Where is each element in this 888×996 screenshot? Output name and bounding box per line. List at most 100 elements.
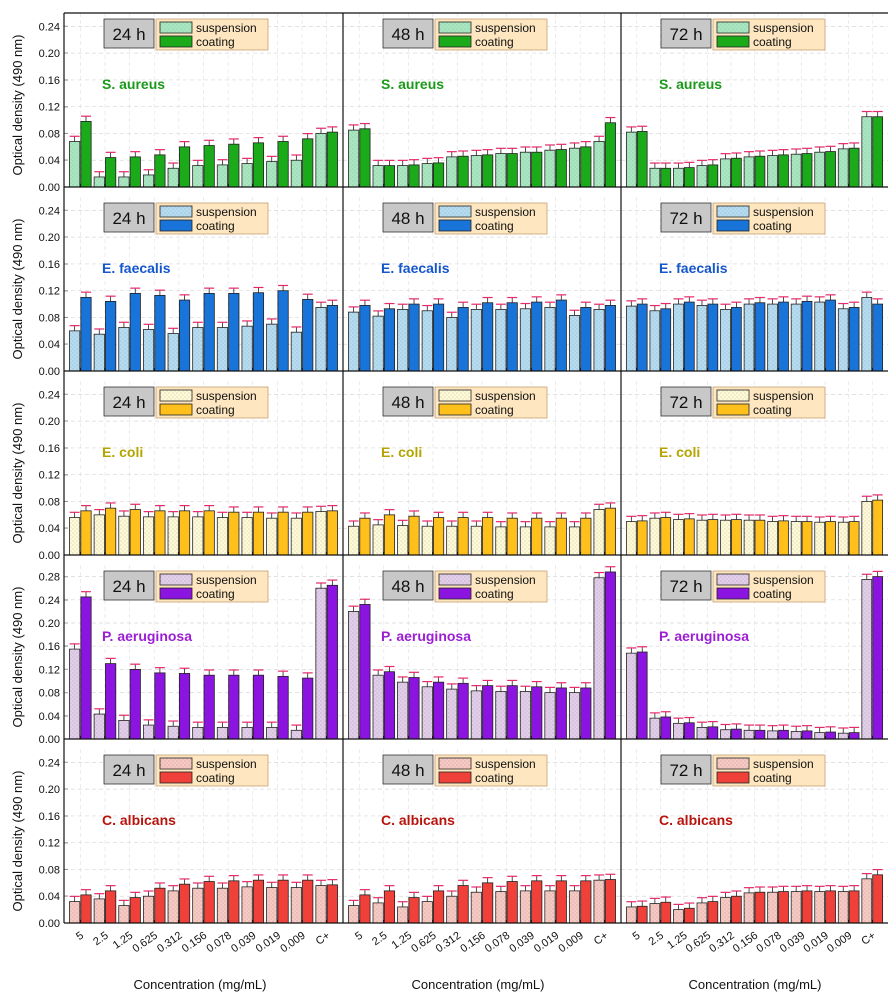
bar-suspension-texture [315,307,327,371]
bar-coating [203,881,215,924]
bar-coating [433,303,445,372]
bar-suspension-texture [266,324,277,371]
legend-swatch-coating [159,771,193,784]
bar-coating [825,299,836,372]
bar-coating [482,154,494,188]
bar-coating [433,681,445,740]
bar-coating [531,880,543,924]
bar-suspension-texture [861,297,872,371]
bar-suspension-texture [118,905,130,923]
y-tick-label: 0.08 [39,128,60,140]
x-axis-title: Concentration (mg/mL) [412,977,545,992]
organism-label: E. faecalis [381,260,450,276]
bar-coating [129,897,141,924]
bar-coating [636,651,648,740]
time-badge [660,386,712,417]
bar-suspension-texture [241,326,253,371]
y-tick-label: 0.16 [39,641,60,653]
bar-suspension-texture [471,526,482,555]
bar-suspension-texture [720,729,731,739]
bar-suspension-texture [422,163,433,187]
y-tick-label: 0.20 [39,232,60,244]
bar-coating [580,687,592,740]
x-tick-label: 0.039 [507,930,536,956]
legend-label: coating [475,587,514,601]
bar-coating [228,674,240,740]
legend-label: suspension [196,757,257,771]
bar-coating [326,131,338,188]
legend-swatch-texture [439,206,471,217]
bar-coating [636,131,648,188]
bar-coating [359,305,371,372]
bar-coating [754,155,766,188]
time-label: 72 h [669,209,702,228]
legend-label: suspension [475,573,536,587]
y-tick-label: 0.00 [39,734,60,746]
bar-suspension-texture [767,730,778,739]
bar-suspension-texture [118,176,130,187]
bar-coating [825,890,836,924]
bar-suspension-texture [697,727,707,739]
legend-label: coating [196,587,235,601]
bar-coating [604,305,616,372]
bar-suspension-texture [720,520,731,555]
bar-suspension-texture [348,526,359,555]
bar-coating [105,300,117,372]
bar-coating [277,511,289,556]
bar-suspension-texture [69,330,80,371]
bar-coating [408,164,420,188]
bar-coating [604,879,616,924]
bar-suspension-texture [291,730,302,739]
bar-suspension-texture [744,730,754,739]
legend-swatch-coating [159,587,193,600]
x-tick-label: 0.039 [229,930,258,956]
bar-coating [482,685,494,740]
time-badge [103,570,155,601]
bar-coating [801,153,813,188]
bar-suspension-texture [697,165,707,187]
y-tick-label: 0.16 [39,75,60,87]
bar-suspension-texture [673,168,684,187]
x-tick-label: 0.156 [731,930,760,956]
bar-suspension-texture [520,526,531,555]
y-tick-label: 0.08 [39,864,60,876]
bar-coating [660,308,672,372]
bar-coating [326,884,338,924]
organism-label: E. coli [102,444,143,460]
x-tick-label: 0.078 [483,930,512,956]
bar-coating [801,521,813,556]
bar-coating [660,716,672,740]
bar-coating [302,677,314,740]
time-label: 48 h [391,577,424,596]
bar-suspension-texture [446,526,457,555]
organism-label: E. coli [659,444,700,460]
bar-suspension-texture [649,718,660,739]
bar-coating [408,677,420,740]
bar-coating [277,675,289,740]
legend-swatch-coating [438,587,472,600]
bar-coating [872,874,884,924]
bar-suspension-texture [315,885,327,923]
bar-coating [383,671,396,740]
bar-suspension-texture [673,304,684,371]
x-tick-label: 0.039 [778,930,807,956]
bar-coating [80,596,92,740]
bar-suspension-texture [673,519,684,555]
bar-suspension-texture [471,155,482,187]
time-badge [103,202,155,233]
bar-coating [359,604,371,740]
bar-suspension-texture [569,148,580,187]
organism-label: C. albicans [381,812,455,828]
y-tick-label: 0.16 [39,811,60,823]
legend-label: coating [196,403,235,417]
bar-coating [129,509,141,556]
bar-coating [801,890,813,924]
bar-suspension-texture [348,611,359,739]
bar-suspension-texture [315,588,327,739]
x-axis-title: Concentration (mg/mL) [689,977,822,992]
bar-suspension-texture [697,305,707,371]
bar-suspension-texture [593,141,605,187]
bar-suspension-texture [569,315,580,371]
y-tick-label: 0.04 [39,155,60,167]
